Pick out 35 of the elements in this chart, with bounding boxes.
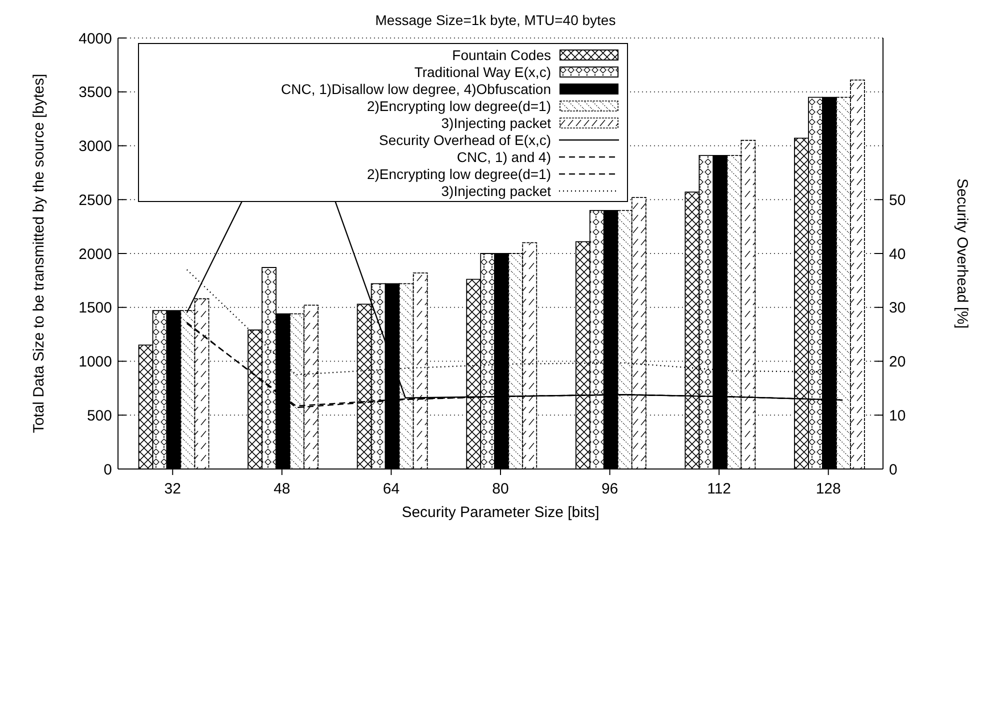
x-tick-label: 48: [274, 480, 290, 498]
y-tick-label: 3500: [78, 84, 112, 102]
y-axis-title: Total Data Size to be transmitted by the source [bytes]: [30, 74, 48, 434]
legend-label: Security Overhead of E(x,c): [379, 132, 551, 148]
y2-tick-label: 10: [889, 407, 906, 424]
x-tick-label: 128: [816, 480, 841, 498]
legend-label: Fountain Codes: [452, 46, 551, 62]
legend-label: 3)Injecting packet: [441, 114, 551, 130]
y2-tick-label: 20: [889, 354, 906, 371]
y2-tick-label: 30: [889, 300, 906, 317]
y2-tick-label: 40: [889, 246, 906, 263]
legend-label: 2)Encrypting low degree(d=1): [366, 98, 551, 114]
x-tick-label: 64: [382, 480, 400, 498]
legend-label: CNC, 1) and 4): [456, 148, 551, 164]
y-tick-label: 500: [86, 407, 112, 424]
x-tick-label: 112: [707, 480, 732, 498]
y-tick-label: 2000: [78, 246, 112, 263]
x-tick-label: 80: [492, 480, 509, 498]
legend-label: 2)Encrypting low degree(d=1): [366, 166, 551, 182]
y2-tick-label: 50: [889, 192, 906, 209]
x-axis-title: Security Parameter Size [bits]: [402, 504, 600, 521]
x-tick-label: 32: [164, 480, 181, 498]
legend-label: CNC, 1)Disallow low degree, 4)Obfuscation: [281, 80, 551, 96]
legend-label: 3)Injecting packet: [441, 182, 551, 198]
y-tick-label: 1500: [78, 300, 112, 317]
chart-title: Message Size=1k byte, MTU=40 bytes: [374, 12, 617, 28]
y-tick-label: 2500: [78, 192, 112, 209]
y2-tick-label: 0: [889, 461, 898, 478]
y-tick-label: 1000: [78, 354, 112, 371]
x-tick-label: 96: [601, 480, 618, 498]
y-tick-label: 3000: [78, 138, 112, 156]
y-tick-label: 4000: [78, 30, 112, 48]
y2-axis-title: Security Overhead [%]: [954, 178, 971, 329]
y-tick-label: 0: [104, 461, 112, 478]
legend-label: Traditional Way E(x,c): [414, 64, 551, 80]
